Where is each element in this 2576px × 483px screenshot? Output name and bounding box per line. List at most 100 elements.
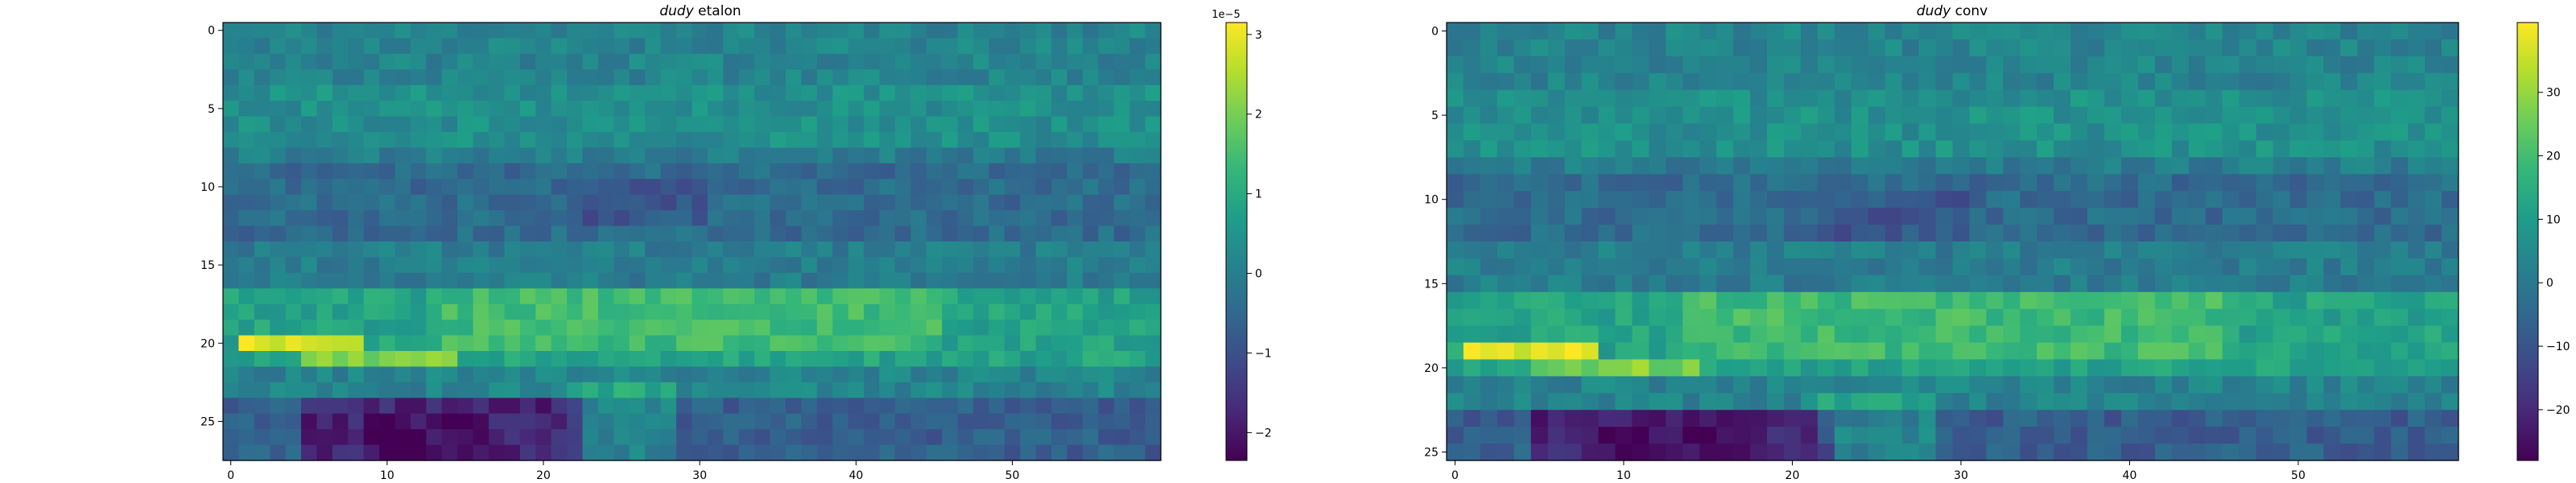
heatmap-cell [1129, 272, 1146, 289]
heatmap-cell [411, 272, 427, 289]
heatmap-cell [2408, 72, 2425, 91]
heatmap-cell [2188, 191, 2207, 208]
heatmap-cell [629, 53, 646, 70]
heatmap-cell [394, 398, 411, 415]
heatmap-cell [1098, 272, 1115, 289]
heatmap-cell [770, 101, 786, 118]
heatmap-cell [770, 69, 786, 86]
heatmap-cell [2171, 342, 2190, 361]
heatmap-cell [2054, 56, 2071, 74]
heatmap-cell [973, 366, 990, 383]
heatmap-cell [2104, 174, 2122, 192]
heatmap-cell [301, 335, 318, 352]
heatmap-cell [864, 382, 881, 398]
heatmap-cell [1632, 191, 1649, 208]
heatmap-cell [676, 413, 693, 430]
heatmap-cell [2256, 208, 2274, 225]
heatmap-cell [629, 225, 646, 242]
heatmap-cell [1082, 147, 1099, 164]
heatmap-cell [754, 23, 771, 39]
heatmap-cell [1750, 208, 1768, 225]
heatmap-cell [957, 382, 974, 398]
heatmap-cell [864, 132, 881, 149]
heatmap-cell [270, 272, 287, 289]
heatmap-cell [1463, 140, 1481, 158]
heatmap-cell [2425, 325, 2442, 344]
heatmap-cell [394, 23, 411, 39]
heatmap-cell [1901, 427, 1920, 444]
heatmap-cell [1784, 89, 1802, 108]
heatmap-cell [1800, 123, 1818, 142]
heatmap-cell [2374, 258, 2392, 276]
heatmap-cell [2037, 444, 2054, 461]
heatmap-cell [457, 194, 474, 211]
heatmap-cell [2408, 39, 2425, 57]
heatmap-cell [1035, 366, 1052, 383]
heatmap-cell [457, 288, 474, 305]
heatmap-cell [1020, 257, 1037, 274]
heatmap-cell [1020, 53, 1037, 70]
heatmap-cell [535, 257, 552, 274]
heatmap-cell [489, 69, 506, 86]
heatmap-cell [1129, 69, 1146, 86]
heatmap-cell [1129, 163, 1146, 180]
heatmap-cell [363, 351, 380, 368]
heatmap-cell [1885, 106, 1903, 125]
heatmap-cell [1969, 23, 1987, 40]
heatmap-cell [426, 351, 443, 368]
heatmap-cell [238, 147, 255, 164]
heatmap-cell [2256, 291, 2274, 310]
heatmap-cell [1145, 69, 1162, 86]
heatmap-cell [1051, 116, 1068, 133]
heatmap-cell [2137, 359, 2156, 377]
heatmap-cell [1952, 56, 1971, 74]
heatmap-cell [2306, 23, 2324, 40]
heatmap-cell [1969, 56, 1987, 74]
heatmap-cell [1699, 376, 1717, 394]
heatmap-cell [332, 288, 349, 305]
heatmap-cell [2374, 393, 2392, 411]
heatmap-cell [660, 257, 677, 274]
heatmap-cell [1598, 342, 1616, 361]
heatmap-cell [801, 429, 818, 446]
heatmap-cell [1918, 123, 1937, 142]
heatmap-cell [1051, 444, 1068, 461]
heatmap-cell [1463, 325, 1481, 344]
heatmap-cell [2323, 410, 2341, 427]
heatmap-cell [1733, 291, 1751, 310]
heatmap-cell [348, 382, 365, 398]
heatmap-cell [411, 163, 427, 180]
heatmap-cell [1020, 398, 1037, 415]
heatmap-cell [1615, 140, 1633, 158]
heatmap-cell [457, 398, 474, 415]
heatmap-cell [504, 257, 521, 274]
heatmap-cell [1067, 85, 1084, 101]
heatmap-cell [691, 366, 708, 383]
heatmap-cell [489, 272, 506, 289]
heatmap-cell [832, 132, 849, 149]
heatmap-cell [301, 194, 318, 211]
heatmap-cell [1051, 288, 1068, 305]
heatmap-cell [1750, 140, 1768, 158]
heatmap-cell [1547, 123, 1566, 142]
heatmap-cell [598, 242, 615, 258]
heatmap-cell [223, 272, 240, 289]
heatmap-cell [2289, 157, 2308, 175]
heatmap-cell [973, 38, 990, 55]
heatmap-cell [1868, 72, 1886, 91]
heatmap-cell [1564, 72, 1583, 91]
heatmap-cell [254, 351, 270, 368]
heatmap-cell [1530, 56, 1549, 74]
heatmap-cell [1480, 359, 1498, 377]
heatmap-cell [394, 225, 411, 242]
heatmap-cell [1020, 163, 1037, 180]
heatmap-cell [441, 257, 458, 274]
heatmap-cell [738, 38, 755, 55]
heatmap-cell [613, 163, 630, 180]
heatmap-cell [1447, 56, 1464, 74]
heatmap-cell [1767, 140, 1785, 158]
heatmap-cell [473, 351, 489, 368]
heatmap-cell [786, 132, 803, 149]
heatmap-cell [1496, 208, 1515, 225]
